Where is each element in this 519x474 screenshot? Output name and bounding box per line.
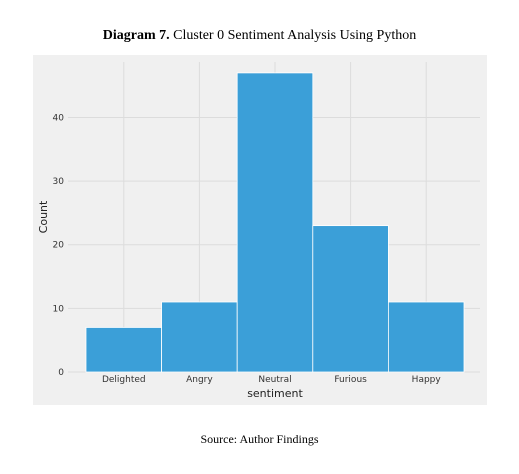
y-tick-label: 0	[58, 368, 64, 378]
bar-delighted	[85, 327, 162, 373]
figure-label: Diagram 7.	[102, 28, 170, 43]
bars	[85, 72, 465, 373]
y-tick-label: 40	[53, 113, 65, 123]
y-tick-label: 10	[53, 304, 65, 314]
bar-angry	[161, 301, 238, 373]
x-ticks: Delighted Angry Neutral Furious Happy	[102, 375, 441, 385]
bar-neutral	[236, 72, 314, 373]
y-ticks: 0 10 20 30 40	[53, 113, 65, 378]
y-tick-label: 30	[53, 177, 65, 187]
bar-happy	[387, 301, 465, 373]
x-axis-label: sentiment	[247, 387, 303, 400]
source-note: Source: Author Findings	[200, 432, 319, 446]
y-axis-label: Count	[37, 200, 50, 233]
y-tick-label: 20	[53, 241, 65, 251]
figure-caption: Cluster 0 Sentiment Analysis Using Pytho…	[173, 28, 417, 43]
bar-furious	[312, 225, 389, 373]
x-tick-label-happy: Happy	[412, 375, 442, 385]
x-tick-label-delighted: Delighted	[102, 375, 146, 385]
x-tick-label-angry: Angry	[186, 375, 213, 385]
x-tick-label-furious: Furious	[334, 375, 367, 385]
figure-title: Diagram 7. Cluster 0 Sentiment Analysis …	[0, 28, 519, 44]
x-tick-label-neutral: Neutral	[258, 375, 291, 385]
